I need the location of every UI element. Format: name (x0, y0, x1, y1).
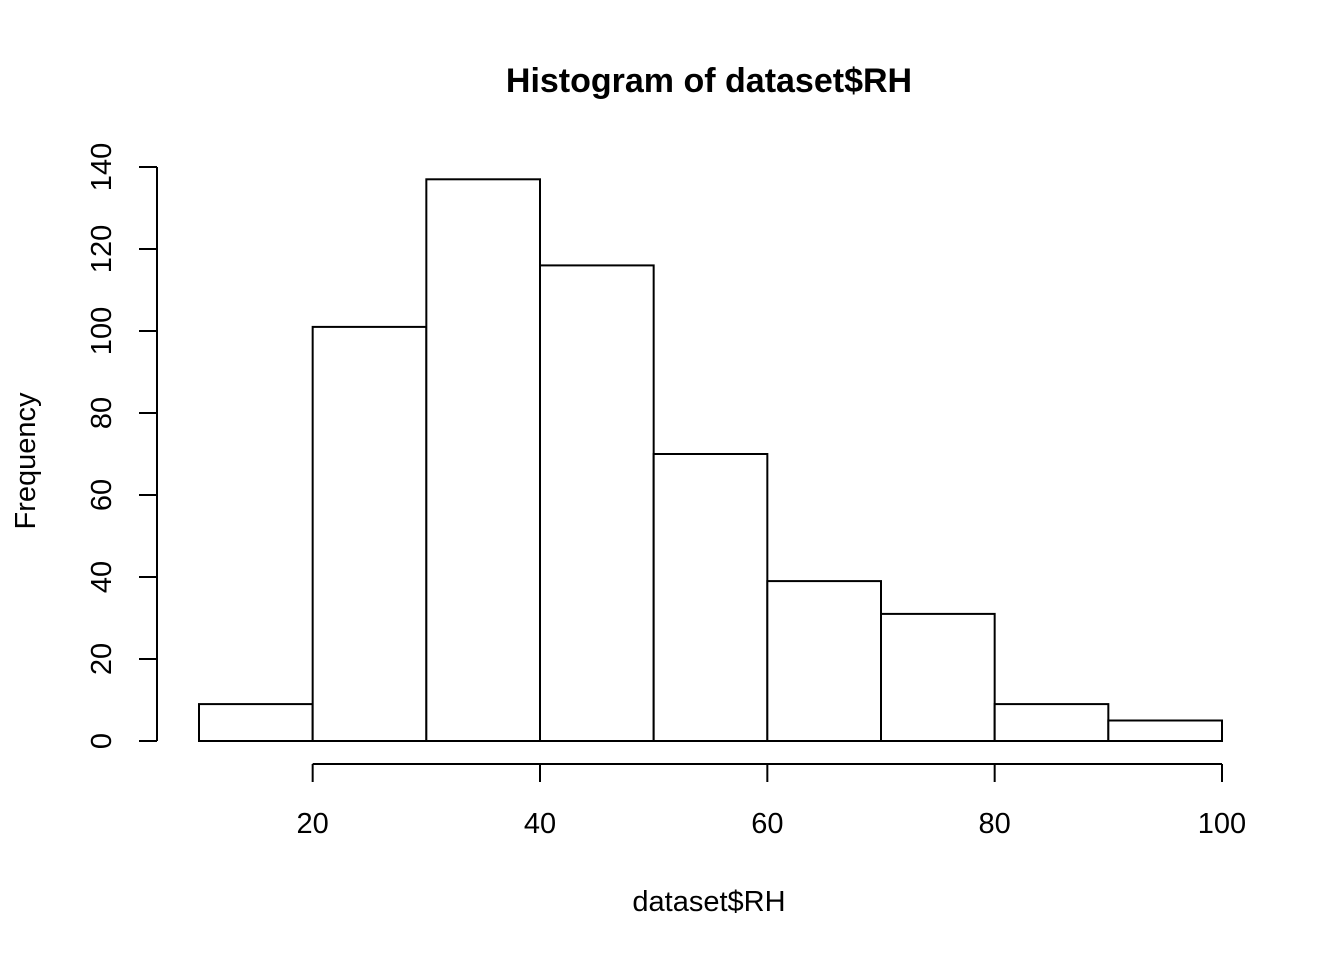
histogram-bars (198, 178, 1224, 743)
x-axis-label: dataset$RH (632, 886, 785, 918)
y-tick-label-40: 40 (86, 561, 118, 593)
y-axis: 0 20 40 60 80 100 120 140 (86, 143, 158, 749)
x-axis: 20 40 60 80 100 (297, 763, 1246, 840)
histogram-bar-2 (311, 325, 428, 742)
y-tick-label-140: 140 (86, 143, 118, 191)
histogram-bar-7 (880, 612, 996, 743)
y-tick-label-60: 60 (86, 479, 118, 511)
histogram-bar-1 (198, 703, 314, 742)
histogram-bar-6 (766, 580, 882, 742)
histogram-bar-5 (652, 453, 769, 742)
y-axis-label: Frequency (10, 392, 42, 530)
x-tick-label-100: 100 (1198, 808, 1246, 840)
histogram-bar-3 (425, 178, 542, 743)
histogram-bar-8 (993, 703, 1110, 742)
y-tick-label-0: 0 (86, 733, 118, 749)
x-tick-label-20: 20 (297, 808, 329, 840)
y-tick-label-120: 120 (86, 225, 118, 273)
y-tick-label-80: 80 (86, 397, 118, 429)
x-tick-label-80: 80 (979, 808, 1011, 840)
y-tick-label-20: 20 (86, 643, 118, 675)
x-tick-label-40: 40 (524, 808, 556, 840)
histogram-bar-4 (539, 264, 655, 742)
y-tick-label-100: 100 (86, 307, 118, 355)
x-tick-label-60: 60 (751, 808, 783, 840)
chart-title: Histogram of dataset$RH (506, 62, 912, 100)
histogram-bar-9 (1107, 719, 1224, 742)
